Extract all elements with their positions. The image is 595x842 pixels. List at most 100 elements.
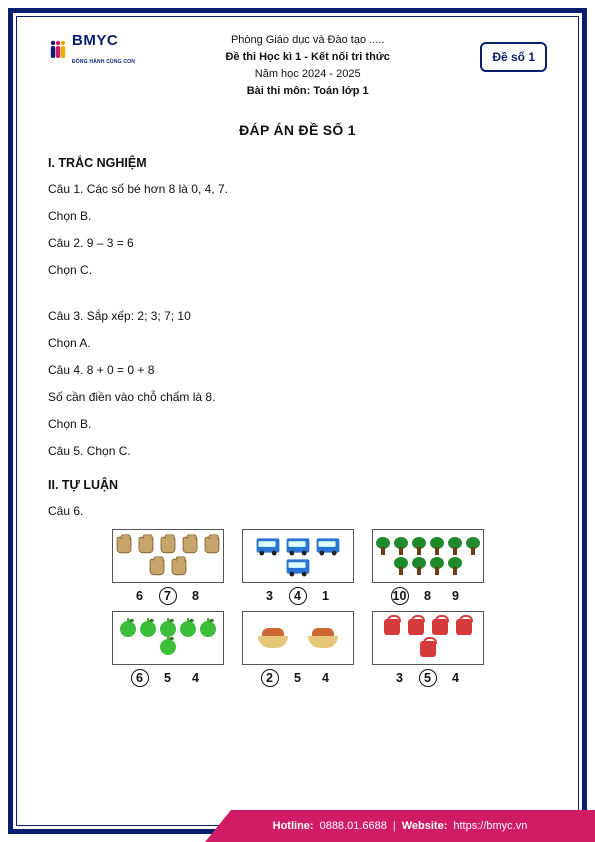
exam-number-badge: Đề số 1 bbox=[480, 42, 547, 72]
number-choices: 678 bbox=[131, 587, 205, 605]
header-row: BMYC ĐỒNG HÀNH CÙNG CON Phòng Giáo dục v… bbox=[48, 32, 547, 100]
number-choice: 4 bbox=[187, 669, 205, 687]
header-line-2: Đề thi Học kì 1 - Kết nối tri thức bbox=[135, 49, 480, 66]
q1-answer: Chọn B. bbox=[48, 207, 547, 225]
tree-icon bbox=[394, 557, 408, 575]
brand-text-wrap: BMYC ĐỒNG HÀNH CÙNG CON bbox=[72, 32, 135, 68]
header-center: Phòng Giáo dục và Đào tạo ..... Đề thi H… bbox=[135, 32, 480, 100]
brand-name: BMYC bbox=[72, 32, 118, 49]
sack-icon bbox=[149, 559, 164, 575]
apple-icon bbox=[140, 621, 156, 637]
apple-icon bbox=[200, 621, 216, 637]
picture-box bbox=[372, 529, 484, 583]
q6-text: Câu 6. bbox=[48, 502, 547, 520]
grid-cell: 254 bbox=[242, 611, 354, 687]
number-choice: 5 bbox=[419, 669, 437, 687]
q4-text: Câu 4. 8 + 0 = 0 + 8 bbox=[48, 361, 547, 379]
picture-box bbox=[372, 611, 484, 665]
tree-icon bbox=[466, 537, 480, 555]
q2-answer: Chọn C. bbox=[48, 261, 547, 279]
number-choices: 254 bbox=[261, 669, 335, 687]
picture-box bbox=[112, 529, 224, 583]
number-choice: 10 bbox=[391, 587, 409, 605]
sack-icon bbox=[116, 537, 131, 553]
tree-icon bbox=[430, 557, 444, 575]
bag-icon bbox=[420, 641, 436, 657]
q2-text: Câu 2. 9 – 3 = 6 bbox=[48, 234, 547, 252]
q4-note: Số cần điền vào chỗ chấm là 8. bbox=[48, 388, 547, 406]
q3-answer: Chọn A. bbox=[48, 334, 547, 352]
picture-grid: 6783411089654254354 bbox=[48, 529, 547, 687]
hotline-label: Hotline: bbox=[273, 820, 314, 832]
hotline-number: 0888.01.6688 bbox=[320, 820, 387, 832]
q4-answer: Chọn B. bbox=[48, 415, 547, 433]
number-choice: 8 bbox=[419, 587, 437, 605]
number-choices: 354 bbox=[391, 669, 465, 687]
bag-icon bbox=[432, 619, 448, 635]
tree-icon bbox=[412, 557, 426, 575]
bag-icon bbox=[408, 619, 424, 635]
website-label: Website: bbox=[402, 820, 448, 832]
van-icon bbox=[286, 539, 309, 553]
van-icon bbox=[256, 539, 279, 553]
header-line-3: Năm học 2024 - 2025 bbox=[135, 66, 480, 83]
section-1-heading: I. TRẮC NGHIỆM bbox=[48, 156, 547, 170]
q3-text: Câu 3. Sắp xếp: 2; 3; 7; 10 bbox=[48, 307, 547, 325]
number-choice: 7 bbox=[159, 587, 177, 605]
apple-icon bbox=[120, 621, 136, 637]
grid-cell: 10 89 bbox=[372, 529, 484, 605]
footer-separator: | bbox=[393, 820, 396, 832]
bag-icon bbox=[456, 619, 472, 635]
apple-icon bbox=[160, 621, 176, 637]
number-choices: 341 bbox=[261, 587, 335, 605]
van-icon bbox=[316, 539, 339, 553]
section-2-heading: II. TỰ LUẬN bbox=[48, 478, 547, 492]
q5-text: Câu 5. Chọn C. bbox=[48, 442, 547, 460]
tree-icon bbox=[376, 537, 390, 555]
picture-box bbox=[242, 611, 354, 665]
number-choice: 8 bbox=[187, 587, 205, 605]
picture-box bbox=[112, 611, 224, 665]
apple-icon bbox=[180, 621, 196, 637]
grid-cell: 654 bbox=[112, 611, 224, 687]
grid-cell: 341 bbox=[242, 529, 354, 605]
number-choices: 10 89 bbox=[391, 587, 465, 605]
number-choices: 654 bbox=[131, 669, 205, 687]
bowl-icon bbox=[308, 628, 338, 648]
tree-icon bbox=[412, 537, 426, 555]
number-choice: 4 bbox=[289, 587, 307, 605]
answer-title: ĐÁP ÁN ĐỀ SỐ 1 bbox=[48, 122, 547, 138]
brand-logo: BMYC ĐỒNG HÀNH CÙNG CON bbox=[48, 32, 135, 68]
number-choice: 3 bbox=[391, 669, 409, 687]
grid-row: 6783411089 bbox=[48, 529, 547, 605]
bag-icon bbox=[384, 619, 400, 635]
number-choice: 1 bbox=[317, 587, 335, 605]
number-choice: 4 bbox=[447, 669, 465, 687]
number-choice: 2 bbox=[261, 669, 279, 687]
tree-icon bbox=[430, 537, 444, 555]
number-choice: 4 bbox=[317, 669, 335, 687]
sack-icon bbox=[182, 537, 197, 553]
people-icon bbox=[48, 39, 68, 61]
header-line-4: Bài thi môn: Toán lớp 1 bbox=[135, 83, 480, 100]
tree-icon bbox=[394, 537, 408, 555]
sack-icon bbox=[160, 537, 175, 553]
number-choice: 5 bbox=[289, 669, 307, 687]
grid-cell: 354 bbox=[372, 611, 484, 687]
grid-row: 654254354 bbox=[48, 611, 547, 687]
picture-box bbox=[242, 529, 354, 583]
tree-icon bbox=[448, 537, 462, 555]
brand-tagline: ĐỒNG HÀNH CÙNG CON bbox=[72, 59, 135, 65]
number-choice: 6 bbox=[131, 669, 149, 687]
website-url: https://bmyc.vn bbox=[453, 820, 527, 832]
number-choice: 9 bbox=[447, 587, 465, 605]
sack-icon bbox=[138, 537, 153, 553]
number-choice: 6 bbox=[131, 587, 149, 605]
van-icon bbox=[286, 560, 309, 574]
q1-text: Câu 1. Các số bé hơn 8 là 0, 4, 7. bbox=[48, 180, 547, 198]
grid-cell: 678 bbox=[112, 529, 224, 605]
bowl-icon bbox=[258, 628, 288, 648]
sack-icon bbox=[204, 537, 219, 553]
number-choice: 5 bbox=[159, 669, 177, 687]
tree-icon bbox=[448, 557, 462, 575]
